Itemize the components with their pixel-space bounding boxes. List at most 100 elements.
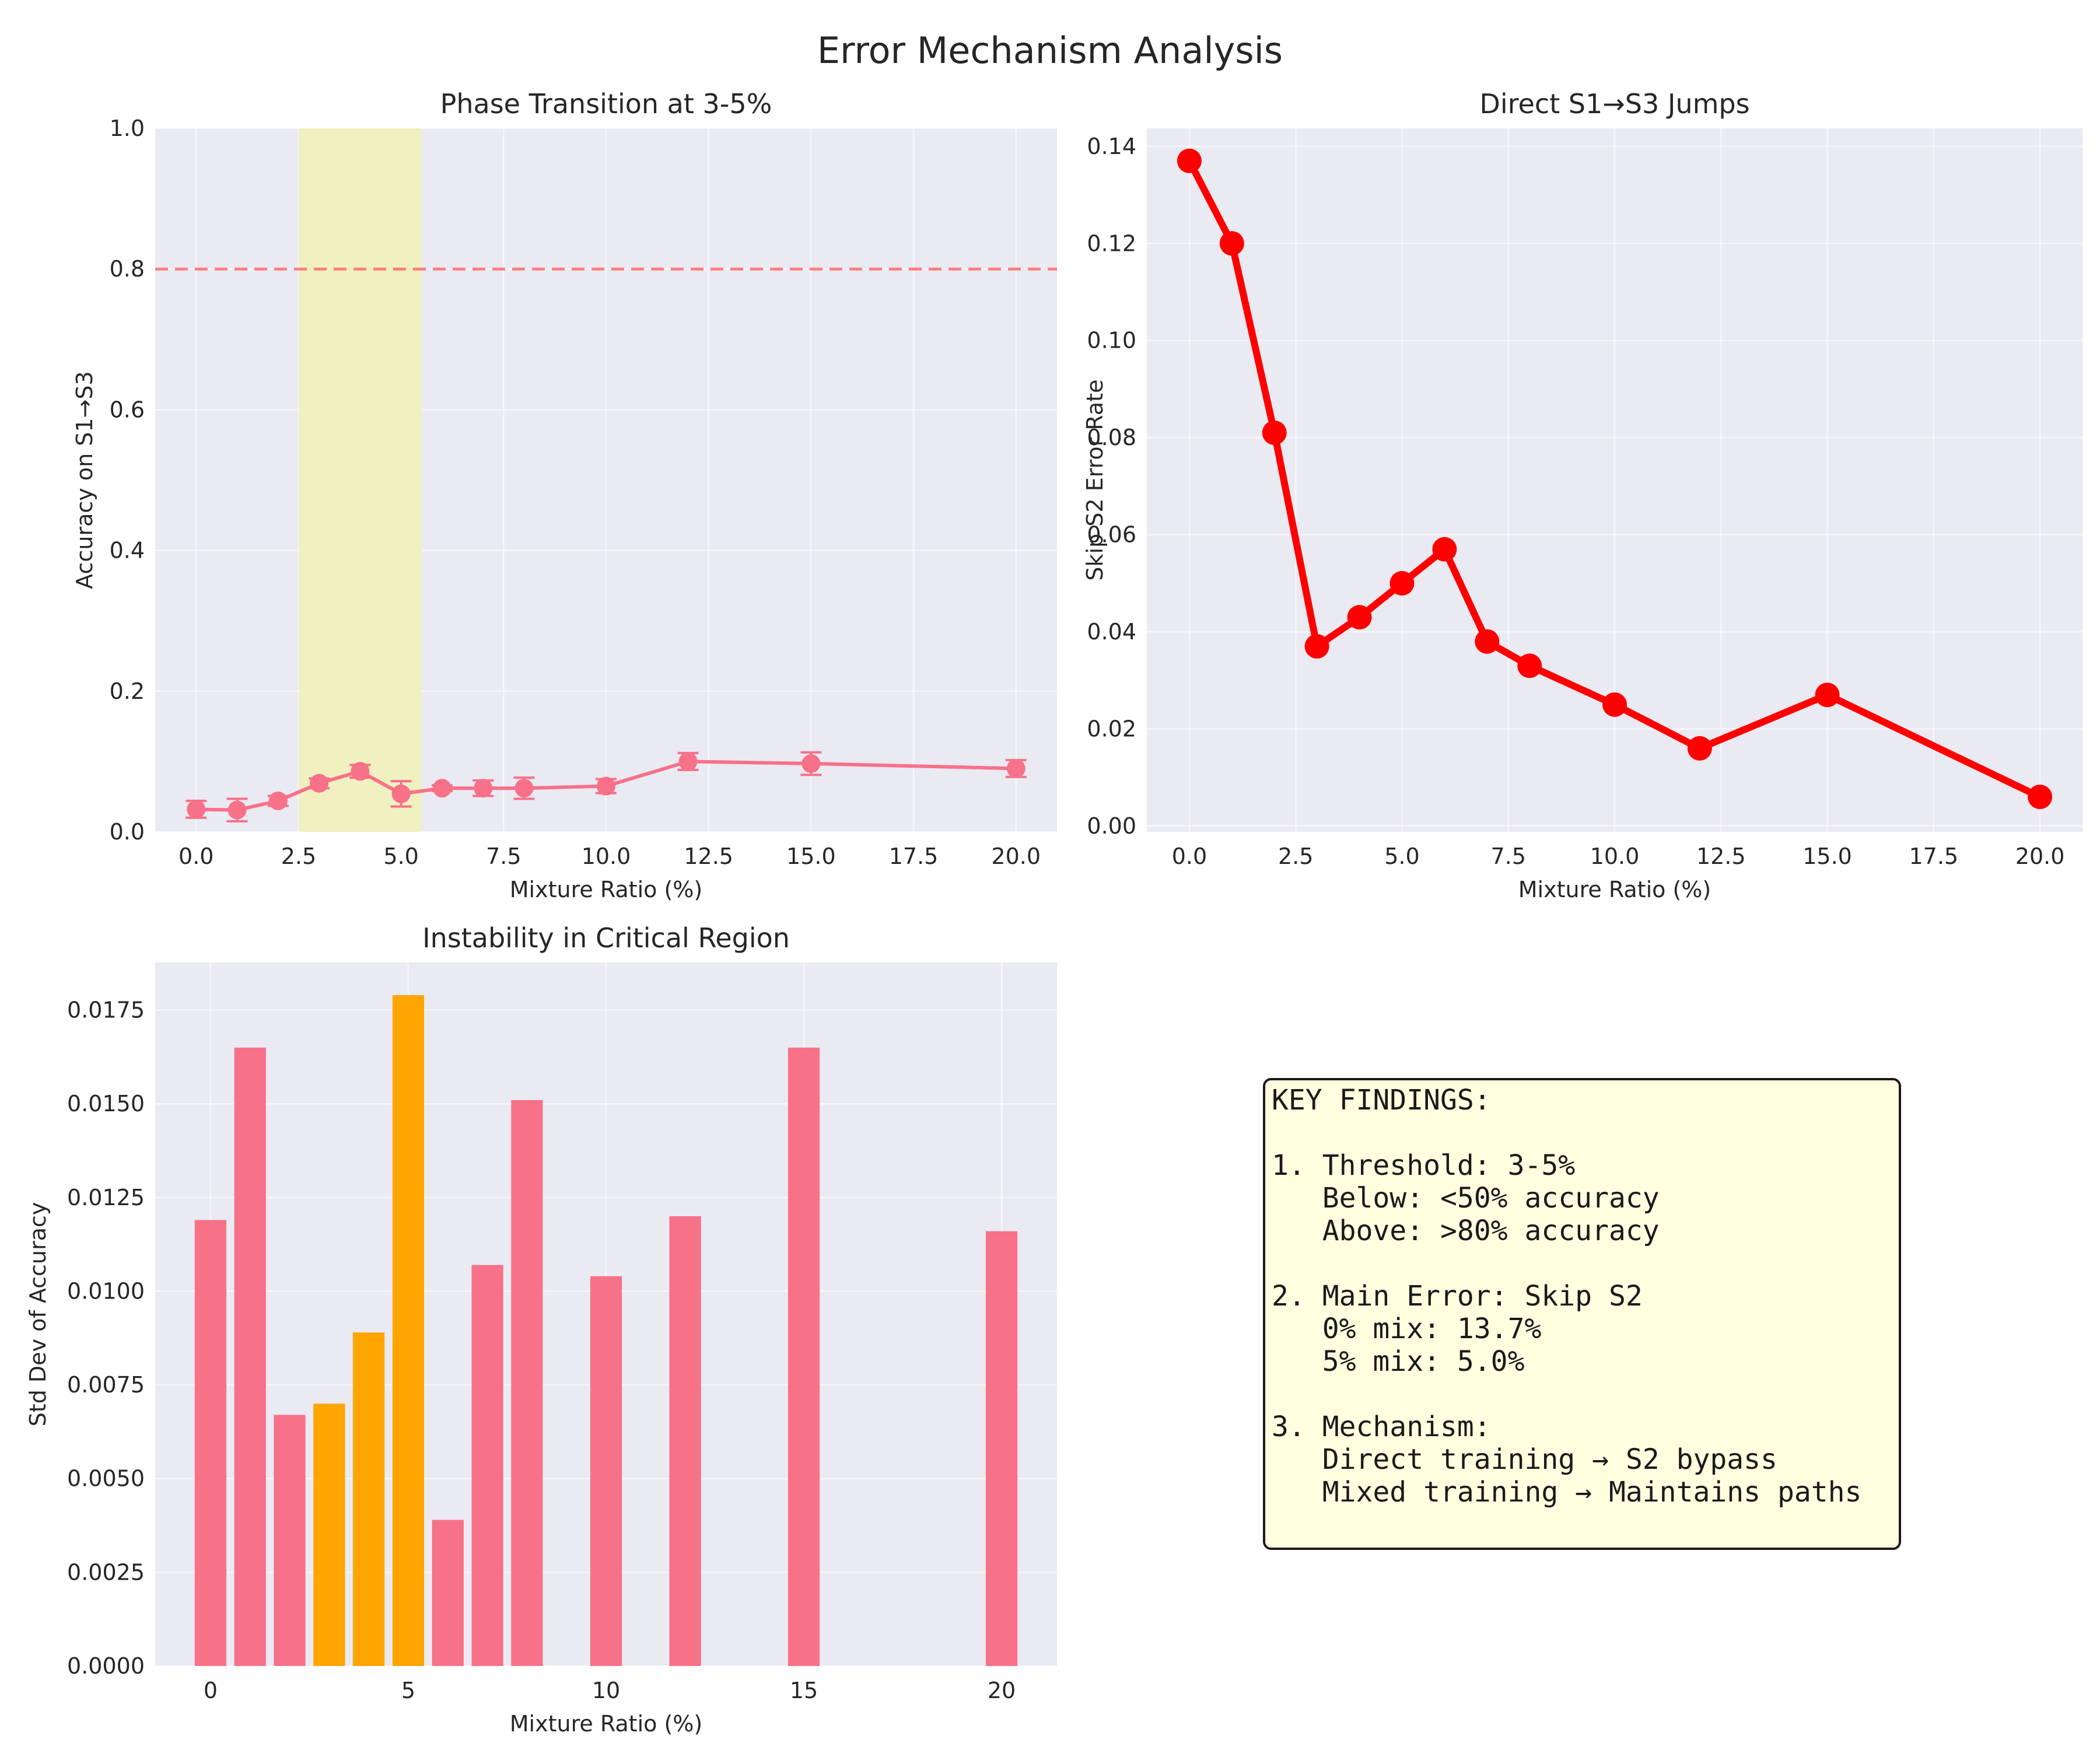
y-axis-label: Std Dev of Accuracy	[25, 1202, 51, 1427]
findings-line: 0% mix: 13.7%	[1272, 1312, 1541, 1345]
accuracy-point	[228, 800, 247, 820]
std-dev-bar	[985, 1231, 1018, 1666]
instability-panel: 0 5 10 15 20 0.0000 0.0025 0.0050 0.0075 0.0100 0.…	[25, 922, 1057, 1737]
y-tick-label: 0.02	[1087, 716, 1136, 742]
y-tick-label: 0.0125	[67, 1185, 145, 1210]
y-tick-label: 0.0000	[67, 1653, 145, 1679]
x-tick-label: 10.0	[1590, 844, 1640, 869]
accuracy-point	[187, 800, 206, 819]
skip-error-point	[1304, 634, 1329, 659]
accuracy-point	[474, 779, 493, 798]
skip-error-point	[1475, 629, 1500, 654]
y-axis-label: Accuracy on S1→S3	[72, 371, 97, 589]
panel-title: Instability in Critical Region	[422, 922, 790, 954]
y-tick-label: 0.0150	[67, 1091, 145, 1116]
x-axis-label: Mixture Ratio (%)	[510, 877, 702, 902]
accuracy-point	[802, 754, 821, 774]
y-tick-label: 0.0075	[67, 1372, 145, 1398]
phase-transition-panel: 0.0 2.5 5.0 7.5 10.0 12.5 15.0 17.5 20.0 0.0 0.2 0.…	[72, 88, 1057, 902]
x-tick-label: 20	[988, 1678, 1016, 1703]
x-tick-label: 17.5	[889, 844, 939, 869]
key-findings-box: KEY FINDINGS: 1. Threshold: 3-5% Below: <…	[1263, 1078, 1901, 1550]
x-tick-label: 5	[401, 1678, 415, 1703]
skip-error-point	[1219, 231, 1244, 256]
x-tick-label: 15	[790, 1678, 818, 1703]
y-tick-label: 0.0050	[67, 1466, 145, 1492]
std-dev-bar	[471, 1265, 503, 1666]
x-tick-label: 15.0	[1803, 844, 1852, 869]
findings-line: 5% mix: 5.0%	[1272, 1345, 1525, 1378]
x-tick-label: 5.0	[383, 844, 418, 869]
skip-error-point	[2028, 785, 2053, 810]
findings-line: 1. Threshold: 3-5%	[1272, 1149, 1575, 1182]
std-dev-bar	[511, 1100, 543, 1666]
x-axis-label: Mixture Ratio (%)	[510, 1711, 702, 1737]
skip-error-point	[1347, 605, 1372, 630]
findings-line: 3. Mechanism:	[1272, 1410, 1491, 1443]
accuracy-point	[1006, 759, 1026, 778]
findings-box-frame	[1263, 1078, 1901, 1550]
y-tick-label: 0.8	[110, 256, 145, 282]
skip-error-point	[1602, 692, 1627, 717]
y-tick-label: 0.04	[1087, 619, 1136, 645]
std-dev-bar	[392, 995, 425, 1666]
skip-error-point	[1262, 420, 1287, 445]
x-tick-label: 12.5	[684, 844, 733, 869]
findings-line: 2. Main Error: Skip S2	[1272, 1280, 1643, 1312]
skip-error-point	[1432, 537, 1457, 562]
accuracy-point	[432, 779, 452, 798]
x-tick-label: 2.5	[281, 844, 316, 869]
x-tick-label: 10.0	[582, 844, 631, 869]
accuracy-point	[597, 776, 615, 796]
accuracy-point	[268, 791, 288, 810]
x-tick-label: 20.0	[2015, 844, 2065, 869]
y-tick-label: 0.2	[110, 678, 145, 704]
findings-line: Below: <50% accuracy	[1272, 1182, 1660, 1214]
findings-line: Mixed training → Maintains paths	[1272, 1476, 1861, 1508]
findings-line: Above: >80% accuracy	[1272, 1214, 1660, 1247]
y-tick-label: 0.0100	[67, 1278, 145, 1304]
skip-error-point	[1177, 148, 1202, 173]
skip-error-point	[1517, 653, 1542, 678]
std-dev-bar	[313, 1404, 345, 1666]
std-dev-bar	[234, 1047, 266, 1666]
std-dev-bar	[590, 1276, 622, 1666]
x-tick-label: 15.0	[786, 844, 836, 869]
y-tick-label: 0.06	[1087, 522, 1136, 548]
x-axis-label: Mixture Ratio (%)	[1518, 877, 1711, 902]
std-dev-bar	[353, 1332, 385, 1666]
std-dev-bar	[194, 1220, 227, 1666]
skip-error-point	[1390, 570, 1415, 596]
y-tick-label: 0.14	[1087, 134, 1136, 159]
y-tick-label: 0.6	[110, 397, 145, 422]
x-tick-label: 5.0	[1384, 844, 1419, 869]
y-tick-label: 0.0025	[67, 1559, 145, 1585]
y-tick-label: 0.08	[1087, 425, 1136, 450]
skip-s2-panel: 0.0 2.5 5.0 7.5 10.0 12.5 15.0 17.5 20.0 0.00 0.02…	[1082, 88, 2082, 902]
accuracy-point	[351, 762, 370, 781]
std-dev-bar	[788, 1047, 820, 1666]
x-tick-label: 12.5	[1696, 844, 1746, 869]
findings-line: KEY FINDINGS:	[1272, 1084, 1491, 1116]
panel-title: Phase Transition at 3-5%	[440, 88, 772, 120]
x-tick-label: 0.0	[178, 844, 214, 869]
panel-title: Direct S1→S3 Jumps	[1479, 88, 1749, 120]
accuracy-point	[310, 774, 329, 793]
accuracy-point	[514, 779, 534, 798]
x-tick-label: 7.5	[1491, 844, 1526, 869]
y-tick-label: 0.00	[1087, 813, 1136, 839]
y-tick-label: 0.0	[110, 819, 145, 845]
accuracy-point	[678, 752, 698, 771]
y-tick-label: 0.10	[1087, 328, 1136, 354]
accuracy-point	[391, 784, 411, 803]
y-axis-label: Skip S2 Error Rate	[1082, 379, 1108, 580]
x-tick-label: 17.5	[1909, 844, 1959, 869]
std-dev-bar	[669, 1216, 701, 1666]
findings-line: Direct training → S2 bypass	[1272, 1443, 1777, 1476]
std-dev-bar	[274, 1415, 306, 1666]
skip-error-point	[1687, 736, 1712, 761]
x-tick-label: 20.0	[991, 844, 1041, 869]
x-tick-label: 2.5	[1278, 844, 1313, 869]
figure-suptitle: Error Mechanism Analysis	[817, 29, 1283, 72]
